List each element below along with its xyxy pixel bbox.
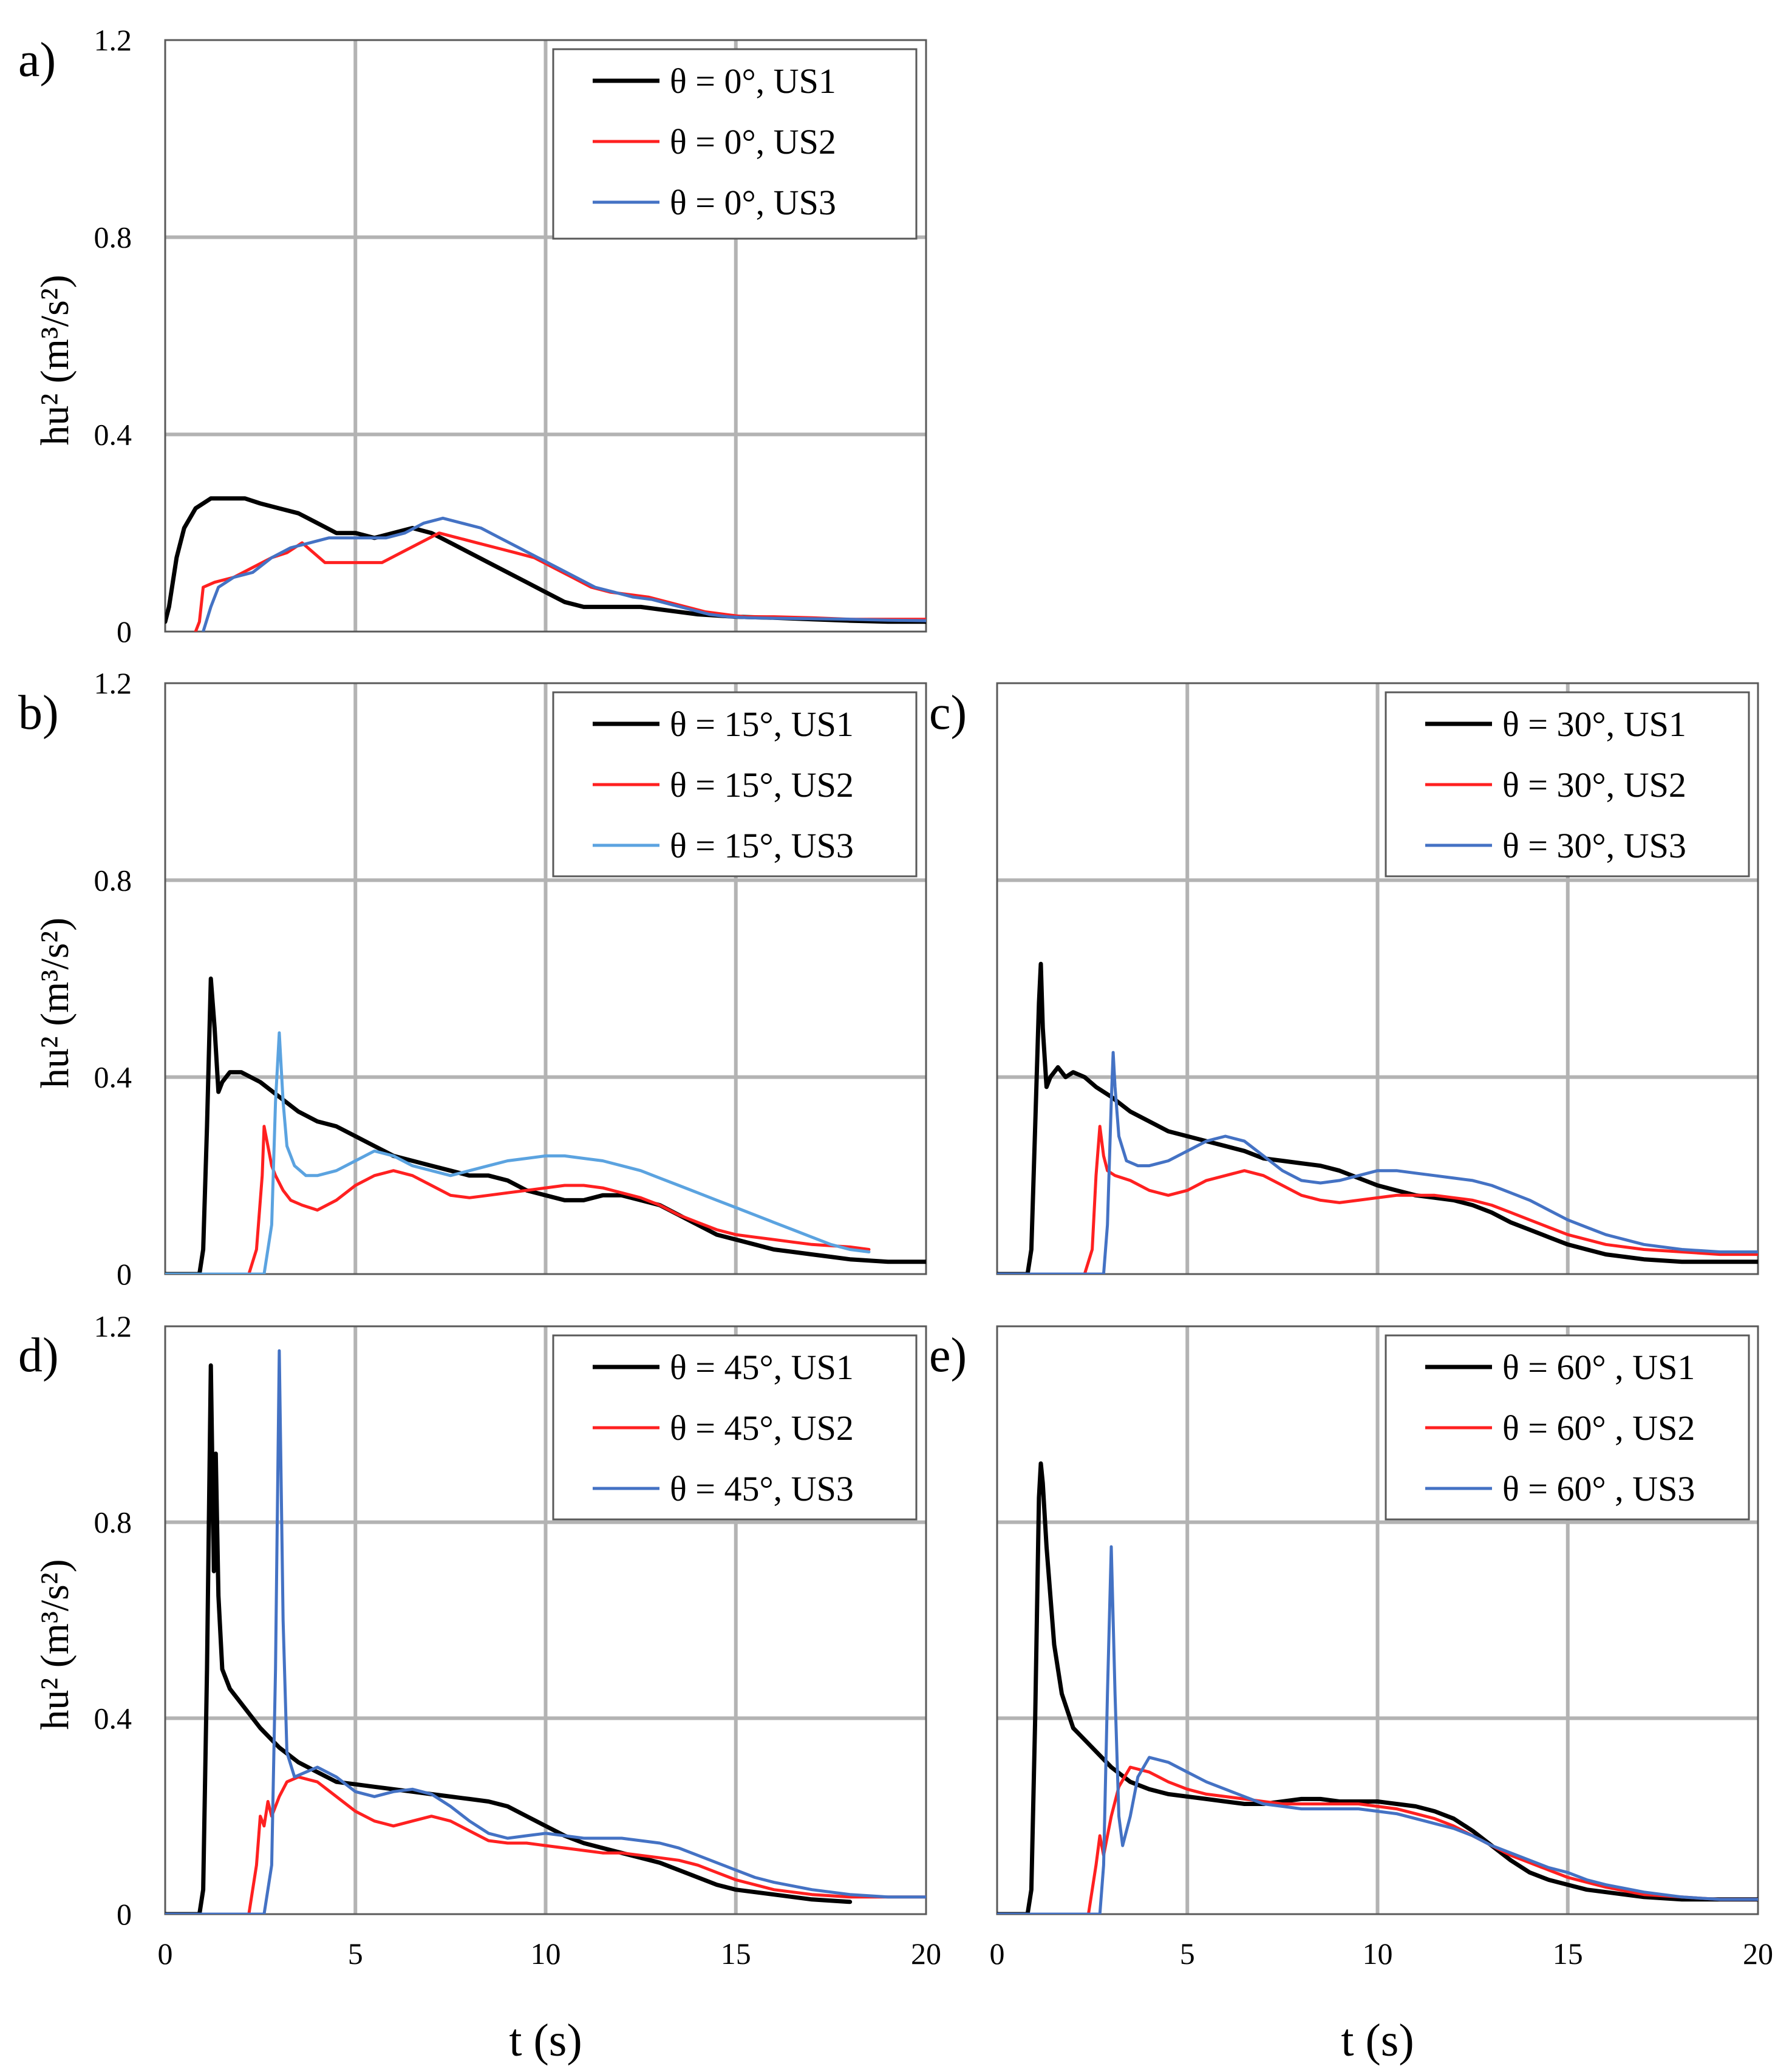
x-tick-label: 20 <box>911 1937 941 1971</box>
y-tick-label: 0 <box>117 1257 132 1291</box>
legend-entry: θ = 30°, US2 <box>1502 765 1686 805</box>
legend-entry: θ = 60° , US1 <box>1502 1348 1695 1387</box>
series-line-us2 <box>194 531 926 632</box>
series-line-us3 <box>202 516 926 632</box>
y-tick-label: 0.8 <box>94 863 132 897</box>
series-line-us1 <box>165 977 926 1274</box>
legend-entry: θ = 15°, US2 <box>670 765 854 805</box>
plot-frame <box>164 39 927 633</box>
y-tick-label: 0.4 <box>94 417 132 451</box>
series-group <box>165 1349 926 1914</box>
series-line-us1 <box>997 961 1758 1274</box>
x-tick-label: 0 <box>990 1937 1005 1971</box>
series-line-us1 <box>997 1461 1758 1914</box>
legend: θ = 30°, US1 θ = 30°, US2 θ = 30°, US3 <box>1385 691 1750 878</box>
plot-frame <box>996 1325 1759 1915</box>
x-tick-label: 20 <box>1743 1937 1773 1971</box>
legend-entry: θ = 0°, US1 <box>670 61 836 101</box>
legend-entry: θ = 15°, US1 <box>670 704 854 744</box>
y-tick-label: 0 <box>117 615 132 649</box>
legend-box <box>552 48 918 240</box>
legend-entry: θ = 60° , US3 <box>1502 1469 1695 1508</box>
legend-entry: θ = 30°, US3 <box>1502 826 1686 865</box>
series-line-us1 <box>165 496 926 624</box>
x-tick-label: 15 <box>721 1937 751 1971</box>
legend-entry: θ = 45°, US3 <box>670 1469 854 1508</box>
panel-label: a) <box>18 33 56 87</box>
legend-entry: θ = 45°, US2 <box>670 1408 854 1448</box>
legend-entry: θ = 45°, US1 <box>670 1348 854 1387</box>
x-axis-title: t (s) <box>1341 2015 1414 2066</box>
panel-c: c) θ = 30°, US1 θ = 30°, US2 θ = 30°, US3 <box>929 682 1759 1275</box>
panel-label: b) <box>18 686 59 740</box>
y-axis-title: hu² (m³/s²) <box>33 274 77 445</box>
panel-label: e) <box>929 1329 967 1382</box>
x-tick-label: 10 <box>531 1937 561 1971</box>
y-tick-label: 1.2 <box>94 23 132 57</box>
legend: θ = 0°, US1 θ = 0°, US2 θ = 0°, US3 <box>552 48 918 240</box>
y-tick-label: 0.8 <box>94 1505 132 1539</box>
x-axis-title: t (s) <box>509 2015 582 2066</box>
x-tick-label: 5 <box>348 1937 363 1971</box>
y-tick-label: 0.4 <box>94 1060 132 1094</box>
x-tick-label: 10 <box>1363 1937 1393 1971</box>
plot-frame <box>164 682 927 1275</box>
x-tick-label: 15 <box>1553 1937 1583 1971</box>
legend-entry: θ = 15°, US3 <box>670 826 854 865</box>
y-tick-label: 1.2 <box>94 1309 132 1343</box>
y-tick-label: 1.2 <box>94 666 132 700</box>
y-tick-label: 0.4 <box>94 1701 132 1735</box>
plot-frame <box>164 1325 927 1915</box>
x-tick-label: 0 <box>158 1937 173 1971</box>
legend: θ = 45°, US1 θ = 45°, US2 θ = 45°, US3 <box>552 1334 918 1521</box>
series-line-us3 <box>165 1031 871 1274</box>
legend-entry: θ = 0°, US2 <box>670 122 836 162</box>
y-axis-title: hu² (m³/s²) <box>33 918 77 1088</box>
legend: θ = 60° , US1 θ = 60° , US2 θ = 60° , US3 <box>1385 1334 1750 1521</box>
series-line-us2 <box>165 1125 871 1274</box>
panel-label: d) <box>18 1329 59 1382</box>
series-line-us3 <box>997 1051 1758 1274</box>
series-group <box>997 961 1758 1274</box>
series-line-us3 <box>165 1349 926 1914</box>
legend: θ = 15°, US1 θ = 15°, US2 θ = 15°, US3 <box>552 691 918 878</box>
legend-entry: θ = 60° , US2 <box>1502 1408 1695 1448</box>
series-group <box>165 977 926 1274</box>
y-axis-title: hu² (m³/s²) <box>33 1559 77 1730</box>
series-group <box>997 1461 1758 1914</box>
y-tick-label: 0 <box>117 1897 132 1931</box>
x-tick-label: 5 <box>1180 1937 1195 1971</box>
panel-label: c) <box>929 686 967 740</box>
series-group <box>165 496 926 632</box>
y-tick-label: 0.8 <box>94 220 132 254</box>
plot-frame <box>996 682 1759 1275</box>
legend-entry: θ = 0°, US3 <box>670 183 836 222</box>
series-line-us3 <box>997 1545 1758 1914</box>
legend-entry: θ = 30°, US1 <box>1502 704 1686 744</box>
